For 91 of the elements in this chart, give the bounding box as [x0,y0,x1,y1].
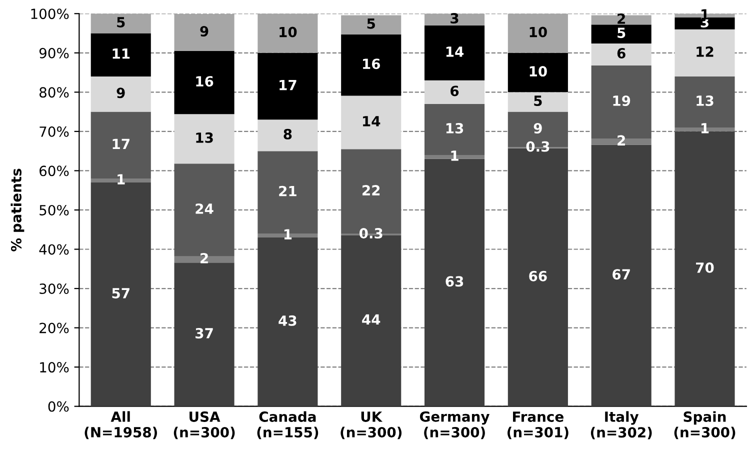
data-label: 1 [284,229,292,240]
data-label: 9 [534,123,542,134]
data-label: 10 [530,26,547,38]
bar [508,52,568,92]
data-label: 6 [450,86,459,96]
data-label: 3 [450,13,458,24]
bar [258,120,318,152]
data-label: 5 [618,28,626,38]
y-tick-label: 70% [40,126,69,137]
x-tick-label: All (N=1958) [84,411,157,440]
data-label: 6 [617,48,626,58]
data-label: 37 [196,328,213,338]
data-label: 14 [446,46,464,57]
data-label: 22 [362,185,380,196]
data-label: 63 [446,276,464,287]
data-label: 43 [278,315,296,326]
bar [90,33,151,76]
bar [90,14,151,34]
data-label: 44 [362,314,380,325]
data-label: 0.3 [526,141,550,152]
y-axis-title: % patients [10,168,24,252]
bar [591,144,652,406]
data-label: 19 [613,96,630,106]
data-label: 11 [112,48,130,59]
data-label: 17 [112,138,130,150]
data-label: 13 [196,132,213,143]
data-label: 5 [117,17,125,28]
data-label: 70 [696,262,714,273]
bar [508,92,568,112]
bar [424,25,485,80]
x-tick-label: UK (n=300) [340,412,402,440]
data-label: 5 [534,96,542,106]
x-tick-label: USA (n=300) [174,411,235,440]
data-label: 13 [696,96,714,106]
bar [90,76,151,112]
data-label: 1 [118,174,125,184]
y-tick-label: 0% [48,401,69,412]
x-tick-label: Canada (n=155) [257,411,318,440]
data-label: 1 [451,150,458,161]
y-tick-label: 100% [31,8,69,20]
y-tick-label: 80% [40,87,69,98]
data-label: 57 [112,288,130,298]
data-label: 1 [701,123,709,134]
bar [258,14,318,53]
x-tick-label: France (n=301) [508,412,568,440]
data-label: 10 [280,26,297,38]
bar [674,29,735,76]
bar [341,15,402,34]
bar [424,80,485,104]
data-label: 9 [116,88,125,98]
bar [591,43,652,66]
bar [591,24,652,44]
bar [258,52,318,120]
data-label: 17 [280,80,296,90]
bar [424,14,485,26]
y-tick-label: 30% [40,283,69,294]
bar [174,14,234,51]
y-tick-label: 20% [40,322,69,334]
data-label: 2 [618,13,625,24]
data-label: 67 [612,269,630,280]
bar [674,18,735,30]
y-tick-label: 60% [40,166,69,176]
x-tick-label: Italy (n=302) [590,411,652,440]
bar [174,262,234,406]
data-label: 13 [446,122,464,134]
data-label: 0.3 [359,228,382,239]
data-label: 8 [284,128,292,140]
data-label: 9 [200,26,208,36]
data-label: 10 [530,66,547,77]
bar [174,114,234,164]
x-tick-label: Germany (n=300) [420,411,490,440]
data-label: 5 [367,18,375,29]
data-label: 24 [196,204,214,214]
data-label: 16 [363,58,380,70]
y-tick-label: 90% [39,48,69,58]
bar [174,50,234,114]
x-tick-label: Spain (n=300) [674,411,736,440]
data-label: 2 [618,135,625,146]
y-tick-label: 40% [39,244,69,255]
data-label: 21 [279,186,296,196]
data-label: 66 [529,270,547,282]
data-label: 16 [196,76,214,87]
data-label: 14 [363,116,380,126]
bar [591,15,652,25]
data-label: 2 [200,252,208,264]
bar [508,14,568,53]
y-tick-label: 10% [40,362,69,373]
data-label: 12 [696,46,714,57]
bar [341,34,402,96]
y-tick-label: 50% [40,204,69,216]
bar [341,96,402,150]
